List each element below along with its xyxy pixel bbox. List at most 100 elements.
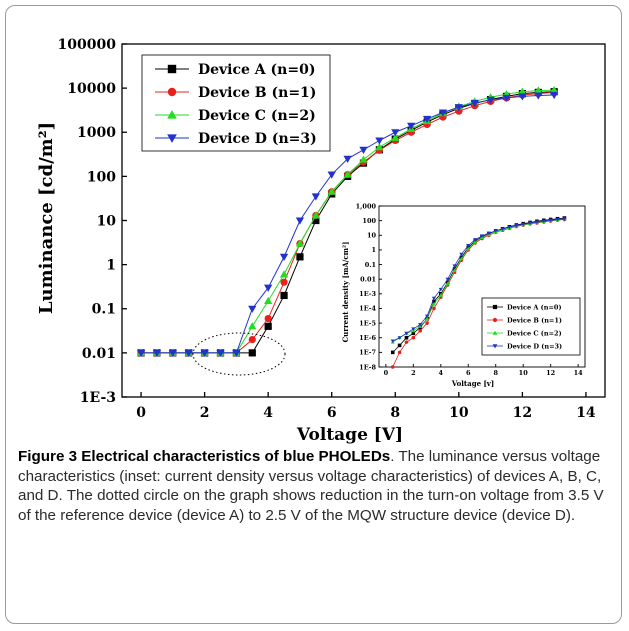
inset-data-point: [527, 221, 533, 226]
inset-x-tick-label: 10: [519, 369, 529, 377]
inset-y-tick-label: 100: [362, 217, 376, 225]
inset-y-tick-label: 1E-5: [359, 319, 376, 327]
inset-x-tick-label: 12: [546, 369, 555, 377]
main-data-point: [295, 217, 305, 225]
main-data-point: [264, 284, 273, 292]
main-data-point: [200, 349, 209, 358]
inset-x-axis-label: Voltage [v]: [451, 379, 494, 388]
main-y-tick-label: 1: [106, 258, 116, 274]
main-data-point: [232, 349, 241, 358]
inset-data-point: [562, 217, 567, 222]
inset-data-point: [445, 281, 450, 286]
main-data-point: [375, 142, 384, 151]
inset-x-tick-label: 8: [493, 369, 498, 377]
inset-legend-marker: [492, 317, 498, 323]
inset-data-point: [452, 264, 457, 269]
inset-data-point: [404, 335, 409, 340]
main-data-point: [359, 155, 368, 163]
main-data-point: [486, 96, 495, 105]
main-y-tick-label: 10: [97, 213, 117, 229]
inset-y-tick-label: 1E-3: [359, 290, 376, 298]
inset-legend-box: [481, 297, 581, 356]
inset-data-point: [390, 350, 395, 355]
inset-data-point: [438, 293, 443, 297]
main-data-point: [518, 93, 527, 101]
inset-data-point: [534, 220, 540, 225]
main-data-point: [152, 349, 162, 358]
current-density-inset: 0 2 4 6 8 10 12 14 1E-8 1E-7 1E-6 1E-5 1E-4 1E-3 0.01 0…: [341, 200, 591, 388]
inset-y-tick-label: 1: [371, 246, 376, 254]
main-data-point: [184, 349, 193, 358]
main-x-tick-label: 10: [449, 405, 469, 421]
main-y-tick-label: 0.01: [82, 346, 116, 362]
main-data-point: [470, 99, 479, 108]
main-data-point: [248, 322, 257, 330]
y-axis-label: Luminance [cd/m²]: [36, 122, 57, 314]
x-axis-label: Voltage [V]: [296, 425, 403, 445]
main-data-point: [296, 253, 304, 261]
inset-legend-marker: [492, 344, 498, 349]
inset-legend-label: Device C (n=2): [507, 329, 562, 337]
inset-data-point: [390, 365, 395, 369]
inset-data-point: [390, 339, 395, 344]
inset-y-tick-label: 0.01: [360, 275, 376, 283]
main-legend-marker: [167, 64, 177, 74]
inset-data-point: [418, 328, 423, 333]
main-y-tick-label: 100000: [58, 37, 117, 53]
inset-y-tick-label: 1E-7: [359, 349, 376, 357]
inset-data-point: [486, 231, 491, 236]
main-data-point: [168, 349, 177, 358]
main-data-point: [391, 129, 400, 137]
main-data-point: [311, 193, 320, 201]
main-x-tick-label: 6: [327, 405, 337, 421]
inset-data-point: [432, 299, 436, 304]
main-legend-label: Device C (n=2): [198, 108, 316, 124]
main-data-point: [422, 115, 432, 124]
main-data-point: [295, 239, 305, 247]
main-data-point: [343, 170, 352, 178]
main-y-tick-label: 1E-3: [80, 390, 116, 406]
main-data-point: [248, 349, 256, 357]
inset-data-point: [411, 327, 416, 331]
inset-legend-marker: [492, 304, 498, 310]
main-legend-marker: [167, 87, 177, 97]
main-data-point: [359, 146, 368, 154]
main-data-point: [550, 86, 559, 94]
inset-plot-frame: [378, 205, 586, 368]
main-legend-marker: [167, 110, 177, 119]
inset-y-tick-label: 10: [367, 232, 377, 240]
figure-caption: Figure 3 Electrical characteristics of b…: [18, 447, 616, 525]
inset-data-point: [521, 222, 526, 227]
main-data-point: [264, 314, 272, 323]
inset-data-point: [397, 350, 402, 355]
main-data-point: [136, 349, 146, 358]
inset-x-tick-label: 2: [411, 369, 416, 377]
inset-y-tick-label: 1,000: [356, 202, 377, 210]
inset-legend-label: Device A (n=0): [507, 303, 562, 311]
inset-data-point: [500, 227, 505, 232]
main-x-tick-label: 14: [576, 405, 596, 421]
inset-data-point: [459, 256, 464, 261]
inset-data-point: [411, 331, 416, 336]
turn-on-dotted-ellipse: [192, 332, 286, 376]
inset-y-tick-label: 1E-6: [359, 334, 376, 342]
inset-data-point: [432, 306, 436, 311]
caption-text: . The luminance versus voltage character…: [18, 448, 604, 524]
inset-data-point: [424, 314, 430, 319]
inset-data-point: [548, 218, 553, 223]
main-legend-marker: [167, 134, 177, 143]
main-x-tick-label: 0: [136, 405, 146, 421]
main-data-point: [280, 278, 288, 286]
inset-data-point: [466, 243, 471, 248]
main-data-point: [280, 291, 288, 300]
main-x-tick-label: 12: [513, 405, 532, 421]
main-y-tick-label: 1000: [77, 125, 116, 141]
main-legend-label: Device D (n=3): [198, 131, 317, 147]
main-y-tick-label: 100: [87, 169, 116, 185]
luminance-chart: 0 2 4 6 8 10 12 141E-30.010.1110100100010000100…: [36, 37, 606, 445]
inset-y-tick-label: 1E-8: [359, 363, 376, 371]
inset-data-point: [466, 246, 471, 251]
main-data-point: [391, 133, 400, 141]
inset-data-point: [411, 335, 416, 340]
main-data-point: [502, 94, 511, 103]
